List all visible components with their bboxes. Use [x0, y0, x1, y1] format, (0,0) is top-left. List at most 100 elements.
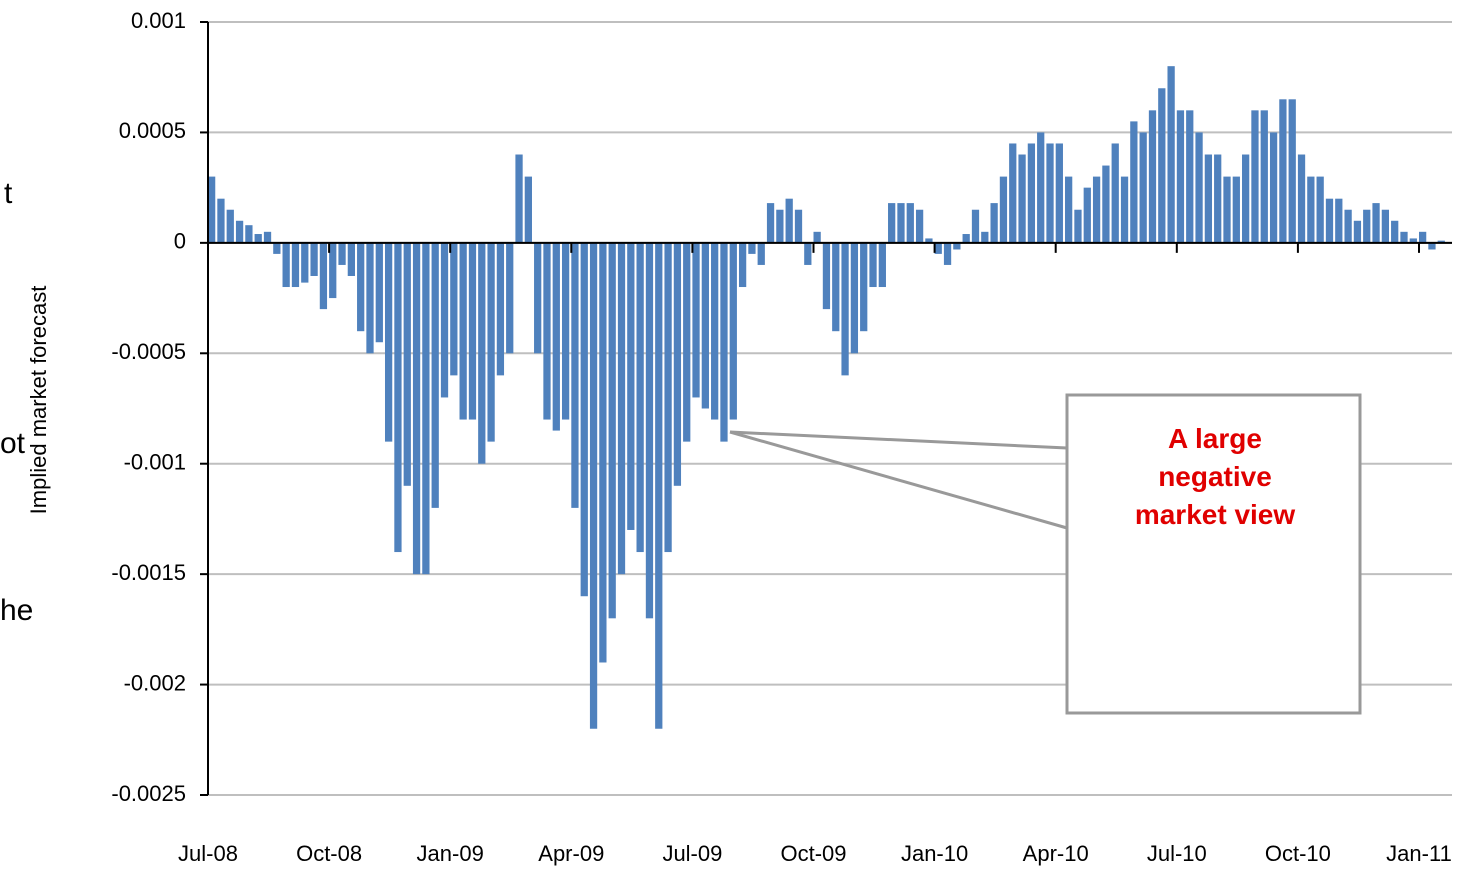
bar — [822, 242, 831, 310]
bar — [282, 242, 290, 288]
bar — [1065, 176, 1073, 243]
bar — [1111, 143, 1119, 243]
bar — [766, 203, 775, 243]
bar — [273, 242, 281, 254]
bar — [934, 242, 942, 254]
bar — [1363, 209, 1371, 243]
x-tick-label: Apr-10 — [1023, 841, 1089, 866]
bar — [1148, 110, 1157, 243]
bar — [1120, 176, 1129, 243]
x-tick-label: Jan-11 — [1386, 841, 1452, 866]
bar — [468, 242, 477, 420]
bar — [1269, 132, 1278, 243]
bar — [683, 242, 691, 442]
bar — [515, 154, 523, 243]
bar — [357, 242, 365, 332]
annotation-text: A large negative market view — [1134, 423, 1296, 530]
bar — [645, 242, 654, 619]
annotation-pointer — [729, 430, 1068, 530]
bar — [1130, 121, 1138, 243]
bar — [1176, 110, 1185, 243]
bar — [878, 242, 886, 288]
bar — [813, 231, 821, 243]
bar — [757, 242, 765, 265]
bar — [235, 220, 244, 243]
bar — [1074, 209, 1082, 243]
bar — [338, 242, 346, 265]
bar — [1316, 176, 1324, 243]
bar — [711, 242, 719, 420]
bar — [1092, 176, 1101, 243]
bar — [301, 242, 309, 283]
bar — [1372, 203, 1380, 243]
bar — [692, 242, 700, 398]
bar — [981, 231, 989, 243]
bar — [524, 176, 532, 243]
bar — [925, 238, 933, 243]
annotation-box — [1065, 393, 1362, 715]
bar — [245, 225, 253, 243]
bar — [422, 242, 430, 575]
bar — [1186, 110, 1194, 243]
bar — [1018, 154, 1026, 243]
bar — [487, 242, 495, 442]
y-tick-label: 0.0005 — [119, 118, 186, 143]
bar — [860, 242, 868, 332]
bar — [478, 242, 486, 464]
bar — [375, 242, 383, 343]
y-axis-label: Implied market forecast — [26, 286, 51, 515]
bar — [506, 242, 514, 354]
bar — [785, 198, 793, 243]
bar — [953, 242, 961, 250]
bar — [1046, 143, 1054, 243]
y-tick-label: -0.001 — [124, 450, 186, 475]
bar — [571, 242, 579, 508]
bar — [561, 242, 570, 420]
x-tick-label: Apr-09 — [538, 841, 604, 866]
bar — [599, 242, 607, 663]
y-tick-label: -0.0025 — [111, 781, 186, 806]
bar — [1214, 154, 1222, 243]
y-tick-label: -0.0015 — [111, 560, 186, 585]
bar — [366, 242, 374, 354]
annotation-pointer — [729, 430, 1068, 450]
bar — [832, 242, 840, 332]
bar — [319, 242, 328, 310]
bar — [1083, 187, 1091, 243]
bar — [1204, 154, 1213, 243]
bar — [943, 242, 952, 265]
bar — [412, 242, 421, 575]
bar — [1260, 110, 1268, 243]
x-tick-label: Jan-10 — [901, 841, 968, 866]
x-tick-label: Oct-08 — [296, 841, 362, 866]
bar — [1167, 66, 1175, 243]
x-tick-label: Oct-09 — [780, 841, 846, 866]
bar — [962, 234, 970, 243]
bar — [1158, 88, 1166, 243]
bar — [450, 242, 458, 376]
bar — [617, 242, 626, 575]
bar — [1279, 99, 1287, 243]
bar — [580, 242, 588, 597]
bar — [655, 242, 663, 729]
bar — [1009, 143, 1017, 243]
bar — [627, 242, 635, 530]
bar — [1139, 132, 1147, 243]
bar — [1232, 176, 1240, 243]
bar — [263, 231, 272, 243]
bar — [217, 198, 225, 243]
bar — [440, 242, 449, 398]
bar — [869, 242, 877, 288]
bar — [888, 203, 896, 243]
bar — [329, 242, 337, 299]
bar — [1344, 209, 1352, 243]
bar — [208, 176, 216, 243]
annotation: A large negative market view — [1100, 420, 1330, 534]
bar — [1027, 143, 1036, 243]
bar — [720, 242, 728, 442]
bar — [1297, 154, 1306, 243]
bar — [496, 242, 505, 376]
bar — [971, 209, 980, 243]
bar — [1288, 99, 1296, 243]
